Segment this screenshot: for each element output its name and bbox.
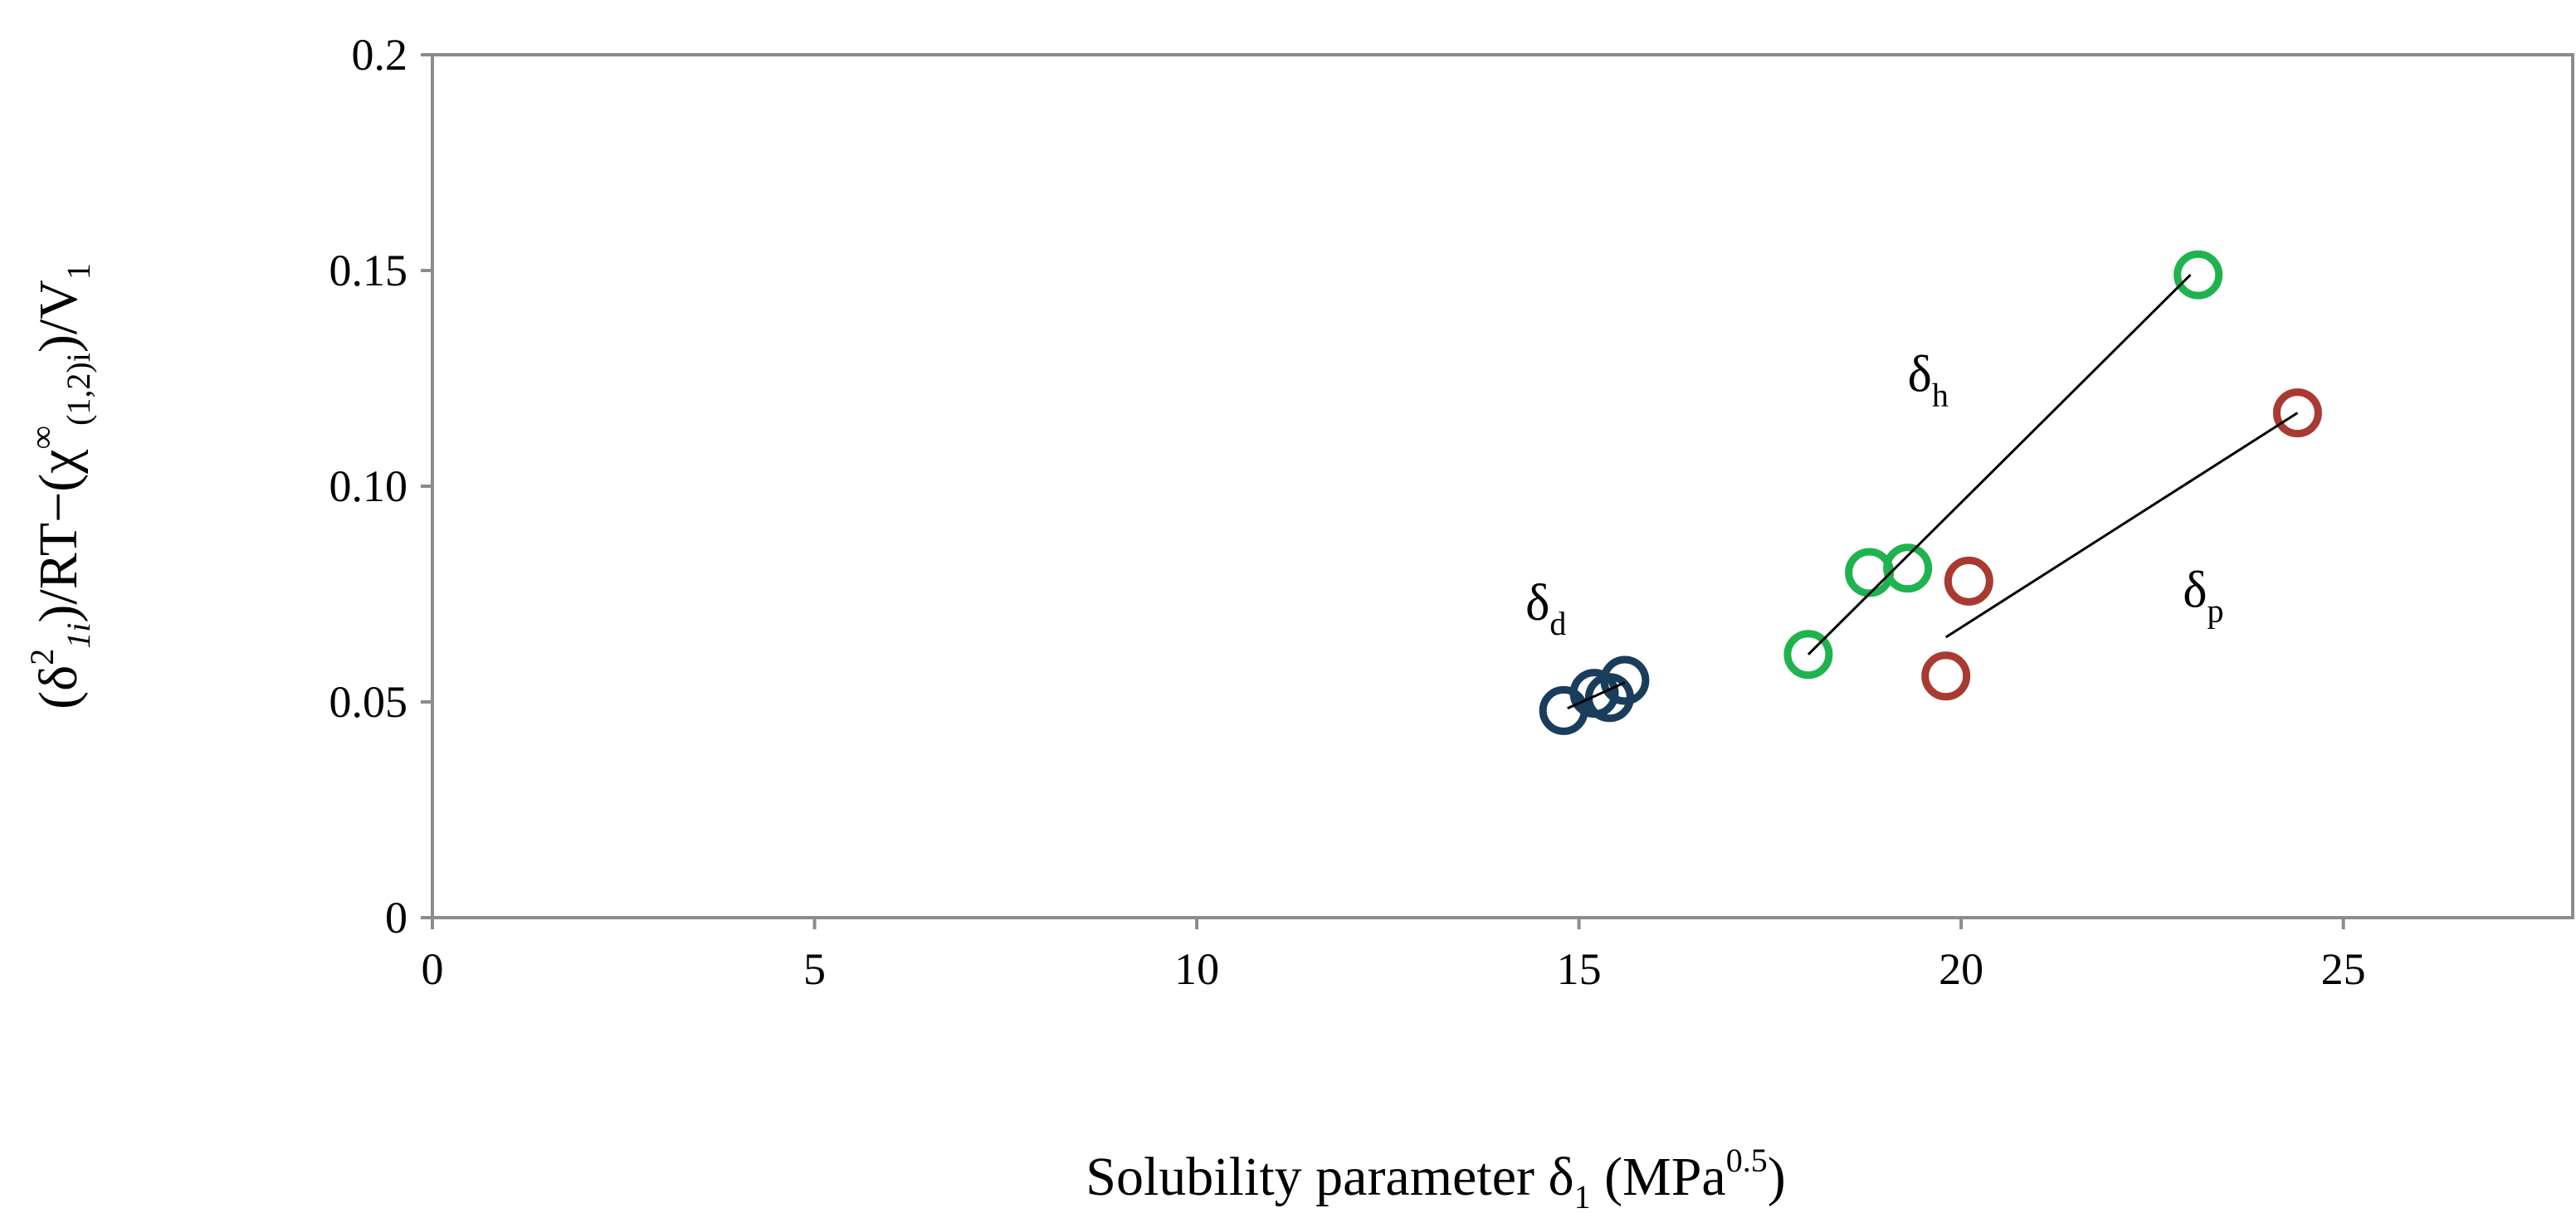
series-label-h: δh bbox=[1908, 347, 1949, 414]
series-label-main-h: δ bbox=[1908, 347, 1932, 403]
y-axis-label-sup1: 2 bbox=[23, 649, 61, 665]
point-p-2 bbox=[2272, 388, 2322, 438]
series-label-d: δd bbox=[1525, 575, 1566, 642]
y-tick-label-1: 0.05 bbox=[329, 677, 408, 727]
trendline-p bbox=[1944, 412, 2299, 639]
series-d: δd bbox=[1525, 575, 1650, 735]
y-axis-label-part1: (δ bbox=[28, 665, 89, 709]
x-axis-label-main: Solubility parameter δ bbox=[1086, 1147, 1573, 1207]
x-axis-label-unit-close: ) bbox=[1768, 1147, 1786, 1207]
series-h: δh bbox=[1783, 250, 2223, 680]
x-tick-label-1: 5 bbox=[803, 944, 826, 994]
y-tick-label-4: 0.2 bbox=[352, 30, 408, 80]
y-axis-label-sub1: 1i bbox=[60, 623, 97, 649]
x-axis-label-unit-open: (MPa bbox=[1591, 1147, 1726, 1207]
x-tick-label-0: 0 bbox=[422, 944, 444, 994]
series-label-p: δp bbox=[2183, 563, 2223, 630]
x-axis-label-superscript: 0.5 bbox=[1726, 1142, 1768, 1179]
series-label-sub-p: p bbox=[2207, 592, 2223, 630]
point-h-0 bbox=[1783, 630, 1833, 680]
y-tick-label-2: 0.10 bbox=[329, 461, 408, 511]
y-axis-label-sup2: ∞ bbox=[23, 426, 61, 450]
y-tick-label-0: 0 bbox=[385, 893, 407, 943]
y-axis-ticks: 0 0.05 0.10 0.15 0.2 bbox=[329, 30, 432, 943]
x-tick-label-5: 25 bbox=[2321, 944, 2366, 994]
point-h-2 bbox=[1883, 543, 1933, 593]
trendline-h bbox=[1807, 274, 2192, 655]
series-label-sub-d: d bbox=[1549, 605, 1566, 642]
point-p-0 bbox=[1921, 651, 1971, 701]
series-p: δp bbox=[1921, 388, 2322, 701]
y-axis-label-sub2: (1,2)i bbox=[60, 353, 97, 426]
series-label-sub-h: h bbox=[1932, 377, 1949, 414]
trendline-d bbox=[1567, 681, 1626, 710]
y-axis-label-part3: )/V bbox=[28, 280, 89, 353]
series-label-main-d: δ bbox=[1525, 575, 1549, 631]
series-label-main-p: δ bbox=[2183, 563, 2207, 619]
x-tick-label-4: 20 bbox=[1939, 944, 1983, 994]
y-tick-label-3: 0.15 bbox=[329, 246, 408, 295]
x-axis-ticks: 0 5 10 15 20 25 bbox=[422, 918, 2366, 994]
y-axis-label: (δ21i)/RT−(χ∞(1,2)i)/V1 bbox=[23, 263, 97, 709]
x-tick-label-3: 15 bbox=[1557, 944, 1602, 994]
y-axis-label-part2: )/RT−(χ bbox=[28, 449, 89, 622]
y-axis-label-sub3: 1 bbox=[60, 263, 97, 280]
x-axis-label-subscript: 1 bbox=[1574, 1178, 1591, 1216]
x-tick-label-2: 10 bbox=[1174, 944, 1219, 994]
point-d-3 bbox=[1600, 655, 1650, 705]
point-p-1 bbox=[1944, 556, 1993, 606]
point-h-3 bbox=[2174, 250, 2223, 300]
x-axis-label: Solubility parameter δ1 (MPa0.5) bbox=[1086, 1142, 1785, 1216]
